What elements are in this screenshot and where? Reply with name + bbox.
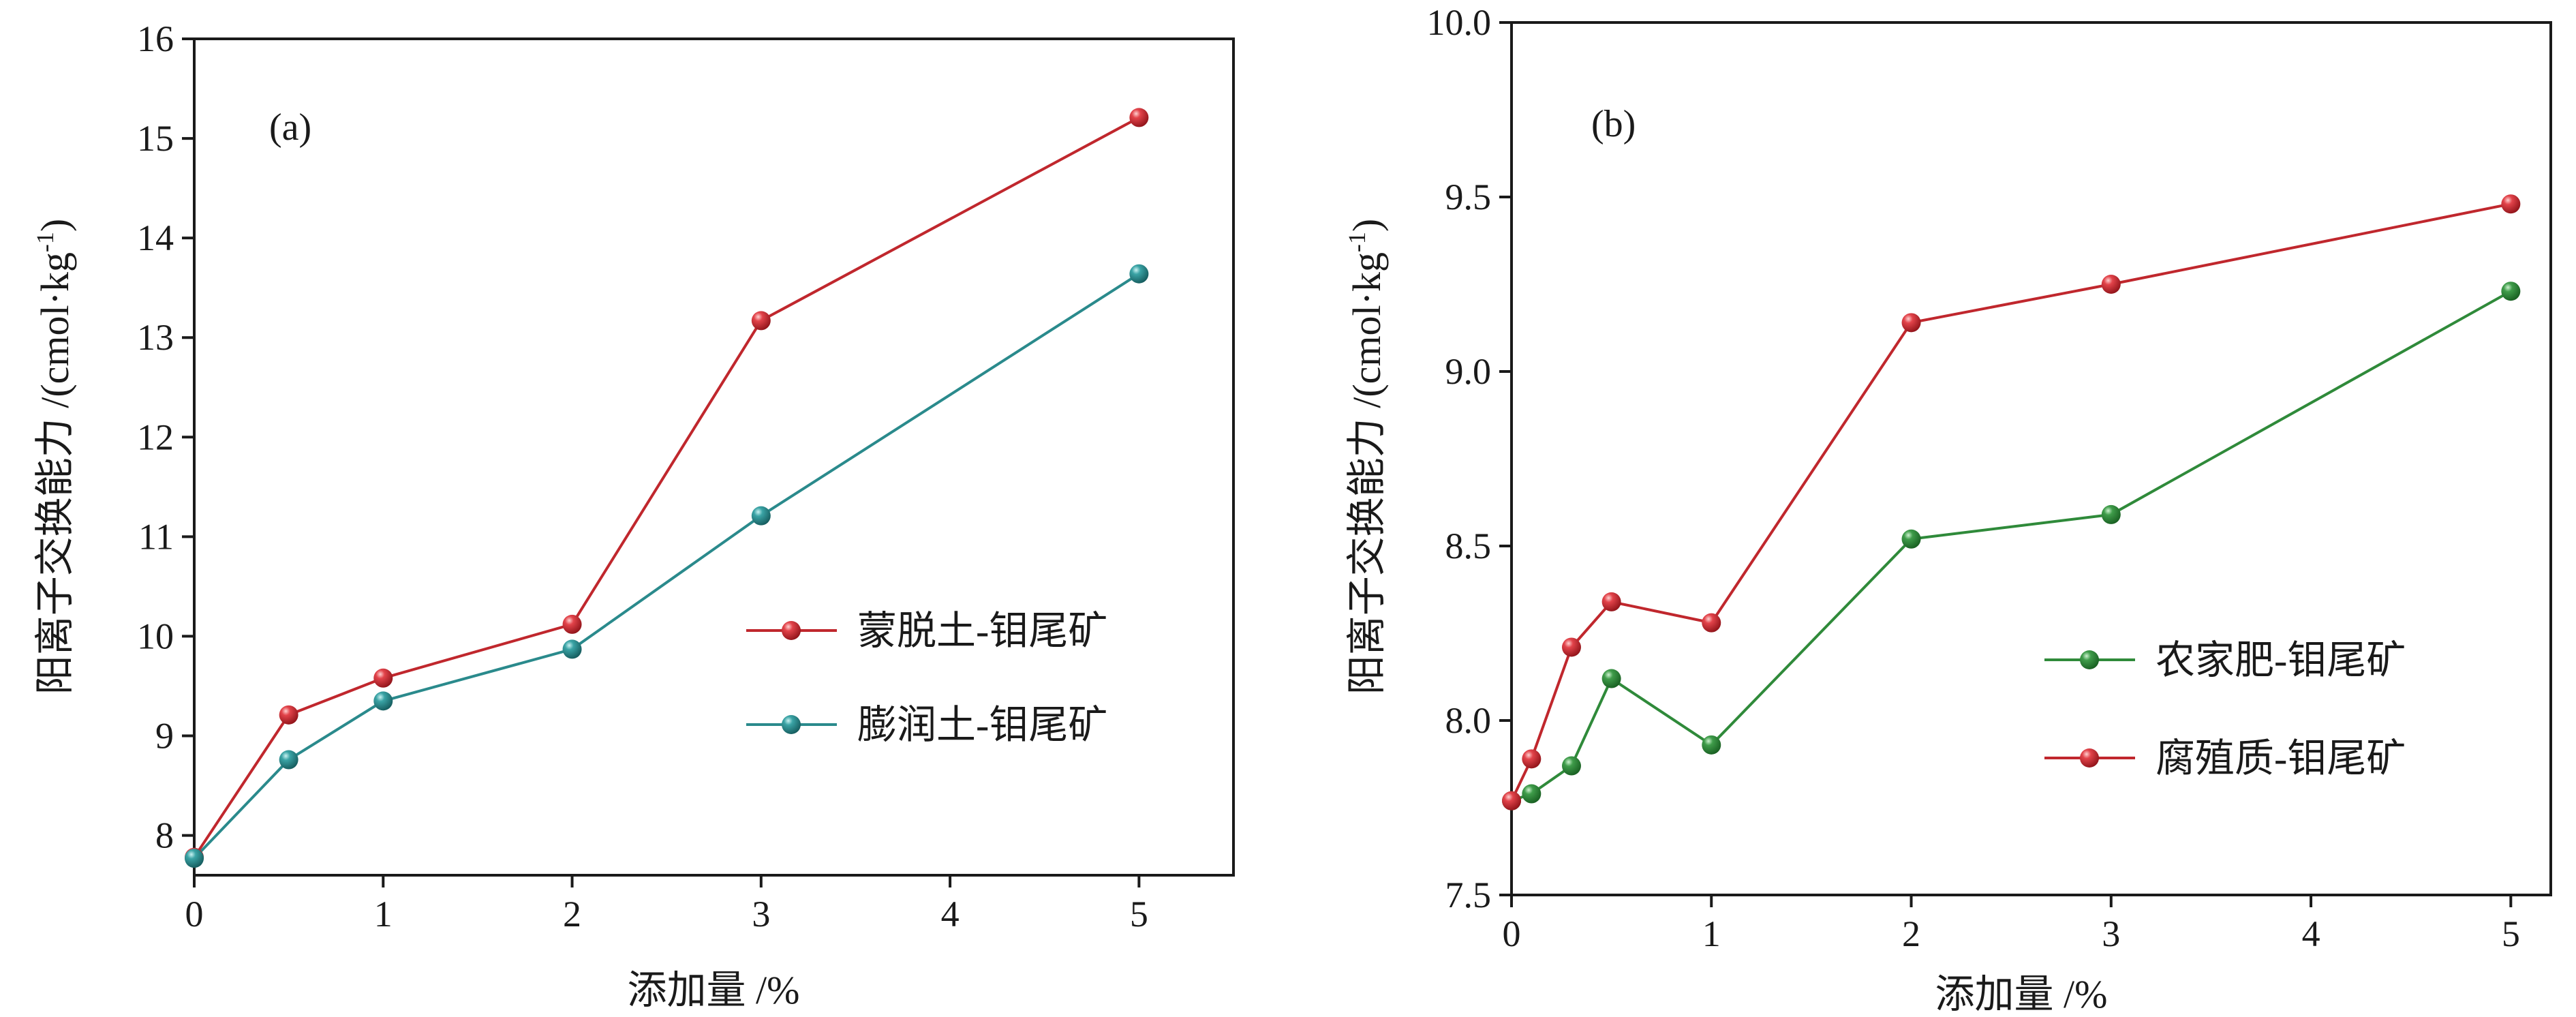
series-line-b-0 [1511, 290, 2512, 802]
legend-label-a-1: 膨润土-钼尾矿 [857, 703, 1107, 747]
data-point-b-1-1 [1522, 749, 1542, 769]
y-tick-label-a-6: 14 [137, 217, 174, 258]
legend-item-b-0: 农家肥-钼尾矿 [2044, 638, 2406, 682]
data-point-a-1-2 [373, 691, 393, 711]
data-point-b-0-3 [1601, 669, 1621, 688]
data-point-b-1-4 [1702, 613, 1721, 633]
y-tick-label-a-4: 12 [137, 416, 174, 457]
data-point-b-1-6 [2101, 275, 2121, 294]
x-tick-label-b-1: 1 [1702, 913, 1721, 954]
x-axis-title-a: 添加量 /% [628, 968, 800, 1012]
y-tick-label-b-5: 10.0 [1427, 2, 1492, 43]
x-tick-label-b-0: 0 [1503, 913, 1521, 954]
series-b [1502, 194, 2521, 810]
legend-b: 农家肥-钼尾矿 腐殖质-钼尾矿 [2044, 638, 2406, 780]
plot-frame-b [1510, 21, 2552, 896]
data-point-a-1-1 [279, 750, 298, 770]
data-point-b-0-4 [1702, 735, 1721, 755]
plot-frame-a [193, 37, 1235, 877]
x-tick-label-a-4: 4 [941, 894, 960, 935]
data-point-a-0-1 [279, 705, 298, 725]
ticks-b: 0 1 2 3 4 5 7.5 8.0 8.5 9.0 9.5 10.0 [1427, 2, 2520, 954]
y-tick-label-a-1: 9 [155, 716, 174, 757]
y-tick-label-b-3: 9.0 [1445, 351, 1492, 392]
data-point-b-1-7 [2501, 194, 2521, 214]
data-point-b-0-2 [1561, 756, 1581, 776]
series-line-b-1 [1510, 202, 2511, 802]
legend-label-a-0: 蒙脱土-钼尾矿 [857, 609, 1107, 653]
y-tick-label-a-3: 11 [138, 516, 174, 557]
x-tick-label-a-3: 3 [752, 894, 770, 935]
y-axis-title-b: 阳离子交换能力 /(cmol·kg-1) [1343, 219, 1389, 695]
x-tick-label-a-2: 2 [563, 894, 581, 935]
series-line-a-0 [193, 116, 1140, 858]
series-a [185, 108, 1149, 868]
y-axis-title-b-sup: -1 [1343, 232, 1370, 252]
data-point-a-1-3 [562, 639, 582, 659]
data-point-a-0-4 [751, 311, 771, 331]
y-tick-label-b-1: 8.0 [1445, 700, 1492, 741]
data-point-a-0-2 [373, 668, 393, 688]
panel-label-a: (a) [269, 106, 311, 149]
panel-label-b: (b) [1591, 103, 1636, 145]
legend-marker-b-0 [2080, 650, 2099, 669]
x-tick-label-b-4: 4 [2302, 913, 2320, 954]
x-tick-label-a-0: 0 [185, 894, 204, 935]
y-tick-label-a-2: 10 [137, 616, 174, 656]
data-point-b-1-2 [1561, 637, 1581, 657]
legend-item-b-1: 腐殖质-钼尾矿 [2044, 736, 2406, 780]
legend-marker-a-0 [782, 621, 801, 640]
x-tick-label-b-3: 3 [2102, 913, 2120, 954]
legend-label-b-0: 农家肥-钼尾矿 [2156, 638, 2406, 682]
data-point-b-1-3 [1601, 592, 1621, 611]
data-point-b-0-6 [2101, 504, 2121, 524]
y-tick-label-b-0: 7.5 [1445, 875, 1492, 915]
series-line-a-1 [193, 273, 1140, 860]
x-tick-label-b-2: 2 [1902, 913, 1920, 954]
data-point-b-1-5 [1901, 313, 1921, 333]
data-point-a-1-5 [1129, 264, 1149, 284]
y-tick-label-a-0: 8 [155, 815, 174, 856]
data-point-b-0-7 [2501, 282, 2521, 301]
data-point-a-1-4 [751, 506, 771, 526]
y-axis-title-b-close: ) [1345, 219, 1389, 232]
x-tick-label-a-5: 5 [1130, 894, 1148, 935]
x-tick-label-b-5: 5 [2502, 913, 2520, 954]
legend-item-a-0: 蒙脱土-钼尾矿 [746, 609, 1107, 653]
legend-label-b-1: 腐殖质-钼尾矿 [2156, 736, 2406, 780]
legend-item-a-1: 膨润土-钼尾矿 [746, 703, 1107, 747]
y-tick-label-b-2: 8.5 [1445, 526, 1492, 566]
legend-marker-a-1 [782, 715, 801, 734]
panel-b: 0 1 2 3 4 5 7.5 8.0 8.5 9.0 9.5 10.0 (b) 添加量 /% 阳离子… [1343, 2, 2552, 1016]
x-tick-label-a-1: 1 [374, 894, 393, 935]
y-tick-label-b-4: 9.5 [1445, 177, 1492, 217]
y-axis-title-b-main: 阳离子交换能力 /(cmol·kg [1345, 252, 1389, 695]
data-point-b-1-0 [1502, 791, 1521, 810]
data-point-b-0-1 [1522, 784, 1542, 804]
legend-marker-b-1 [2080, 748, 2099, 768]
data-point-b-0-5 [1901, 529, 1921, 549]
y-tick-label-a-5: 13 [137, 317, 174, 358]
legend-a: 蒙脱土-钼尾矿 膨润土-钼尾矿 [746, 609, 1107, 747]
y-tick-label-a-7: 15 [137, 118, 174, 159]
data-point-a-0-3 [562, 614, 582, 634]
x-axis-title-b: 添加量 /% [1935, 972, 2108, 1016]
data-point-a-0-5 [1129, 108, 1149, 127]
y-axis-title-a-sup: -1 [31, 232, 59, 252]
y-axis-title-a-close: ) [33, 219, 77, 232]
y-axis-title-a-main: 阳离子交换能力 /(cmol·kg [33, 252, 77, 695]
y-tick-label-a-8: 16 [137, 18, 174, 59]
data-point-a-1-0 [185, 849, 204, 868]
y-axis-title-a: 阳离子交换能力 /(cmol·kg-1) [31, 219, 77, 695]
